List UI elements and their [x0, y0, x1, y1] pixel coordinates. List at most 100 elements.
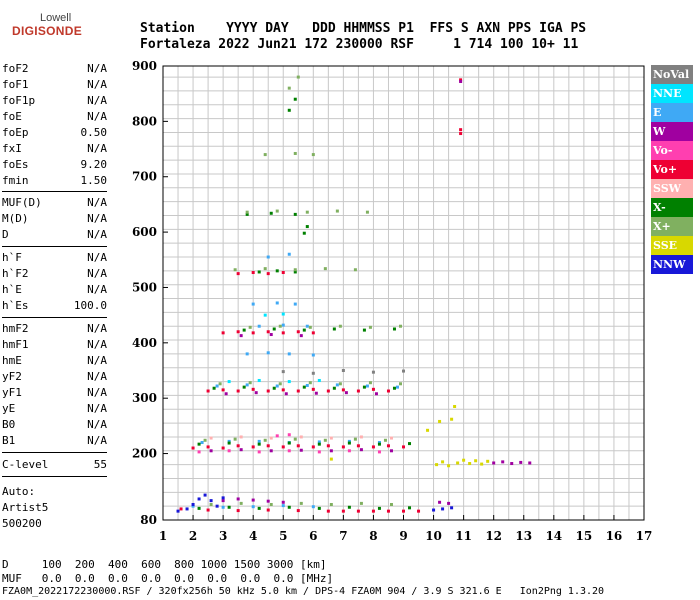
param-name: foE [2, 110, 22, 123]
data-point [227, 505, 231, 509]
y-tick-label: 900 [132, 59, 157, 73]
data-point [287, 352, 291, 356]
auto-version: 500200 [2, 517, 42, 530]
param-value: N/A [87, 110, 107, 123]
param-name: hmF2 [2, 322, 29, 335]
param-row: h`F N/A [2, 251, 107, 267]
data-point [371, 509, 375, 513]
data-point [245, 212, 249, 216]
data-point [338, 382, 342, 386]
data-point [299, 448, 303, 452]
data-point [275, 384, 279, 388]
data-point [296, 75, 300, 79]
data-point [492, 461, 496, 465]
data-point [242, 385, 246, 389]
data-point [251, 331, 255, 335]
data-point [408, 506, 412, 510]
data-point [389, 436, 393, 440]
data-point [392, 386, 396, 390]
data-point [209, 436, 213, 440]
data-point [441, 460, 445, 464]
data-point [266, 330, 270, 334]
param-row: MUF(D) N/A [2, 196, 107, 212]
data-point [215, 504, 219, 508]
param-value: 9.20 [80, 158, 108, 171]
data-point [480, 462, 484, 466]
data-point [266, 499, 270, 503]
footer-distance-row: D 100 200 400 600 800 1000 1500 3000 [km… [2, 558, 327, 571]
data-point [233, 437, 237, 441]
param-value: N/A [87, 386, 107, 399]
data-point [362, 385, 366, 389]
header-labels: Station YYYY DAY DDD HHMMSS P1 FFS S AXN… [140, 21, 587, 36]
data-point [441, 507, 445, 511]
data-point [191, 502, 195, 506]
data-point [362, 328, 366, 332]
data-point [450, 506, 454, 510]
data-point [239, 334, 243, 338]
data-point [278, 382, 282, 386]
data-point [248, 381, 252, 385]
data-point [344, 391, 348, 395]
data-point [341, 509, 345, 513]
divider [2, 476, 107, 477]
data-point [329, 436, 333, 440]
x-tick-label: 17 [636, 529, 653, 543]
data-point [293, 212, 297, 216]
param-row: hmF1 N/A [2, 338, 107, 354]
param-value: N/A [87, 322, 107, 335]
chart-axes: 1 2 3 4 5 6 7 8 9 10 11 12 13 14 15 16 17802003004005006… [132, 59, 652, 543]
data-point [302, 385, 306, 389]
param-name: MUF(D) [2, 196, 42, 209]
data-point [371, 387, 375, 391]
data-point [311, 505, 315, 509]
data-point [386, 444, 390, 448]
legend-item-ssw: SSW [651, 179, 693, 198]
data-point [287, 86, 291, 90]
data-point [329, 449, 333, 453]
data-point [221, 499, 225, 503]
data-point [296, 389, 300, 393]
data-point [386, 389, 390, 393]
data-point [347, 449, 351, 453]
data-point [398, 382, 402, 386]
data-point [257, 270, 261, 274]
logo-lowell: Lowell [40, 12, 72, 24]
param-value: N/A [87, 283, 107, 296]
param-value: N/A [87, 212, 107, 225]
data-point [359, 501, 363, 505]
data-point [185, 507, 189, 511]
data-point [302, 328, 306, 332]
param-row: h`Es 100.0 [2, 299, 107, 315]
data-point [236, 330, 240, 334]
data-point [296, 444, 300, 448]
x-tick-label: 1 [159, 529, 167, 543]
data-point [435, 463, 439, 467]
data-point [209, 499, 213, 503]
data-point [227, 441, 231, 445]
data-point [501, 460, 505, 464]
param-value: 55 [93, 458, 107, 471]
divider [2, 191, 107, 192]
param-row: foF1 N/A [2, 78, 107, 94]
data-point [335, 383, 339, 387]
data-point [266, 508, 270, 512]
param-value: 0.50 [80, 126, 108, 139]
data-point [368, 381, 372, 385]
data-point [408, 442, 412, 446]
data-point [317, 442, 321, 446]
data-point [206, 445, 210, 449]
data-point [365, 384, 369, 388]
data-point [209, 449, 213, 453]
param-row: h`E N/A [2, 283, 107, 299]
param-value: N/A [87, 418, 107, 431]
param-name: h`F [2, 251, 22, 264]
data-point [281, 370, 285, 374]
y-tick-label: 800 [132, 114, 157, 128]
data-point [266, 272, 270, 276]
data-point [383, 438, 387, 442]
param-name: yE [2, 402, 16, 415]
legend-item-noval: NoVal [651, 65, 693, 84]
data-point [426, 428, 430, 432]
data-point [459, 132, 463, 136]
